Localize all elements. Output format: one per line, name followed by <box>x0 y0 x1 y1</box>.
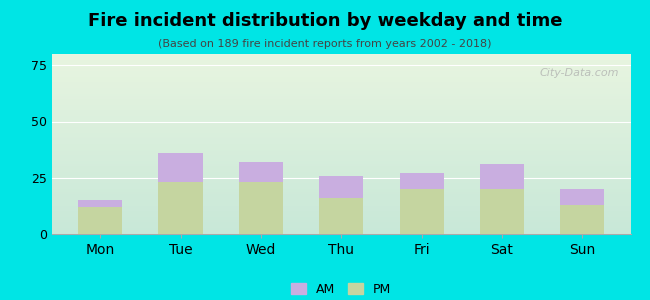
Bar <box>400 173 444 189</box>
Bar <box>239 162 283 182</box>
Bar <box>78 207 122 234</box>
Text: Fire incident distribution by weekday and time: Fire incident distribution by weekday an… <box>88 12 562 30</box>
Legend: AM, PM: AM, PM <box>291 283 391 296</box>
Bar <box>159 153 203 182</box>
Bar <box>480 164 524 189</box>
Bar <box>78 200 122 207</box>
Bar <box>480 189 524 234</box>
Bar <box>319 176 363 198</box>
Bar <box>560 189 604 205</box>
Bar <box>400 189 444 234</box>
Bar <box>159 182 203 234</box>
Bar <box>239 182 283 234</box>
Text: (Based on 189 fire incident reports from years 2002 - 2018): (Based on 189 fire incident reports from… <box>158 39 492 49</box>
Text: City-Data.com: City-Data.com <box>540 68 619 78</box>
Bar <box>560 205 604 234</box>
Bar <box>319 198 363 234</box>
